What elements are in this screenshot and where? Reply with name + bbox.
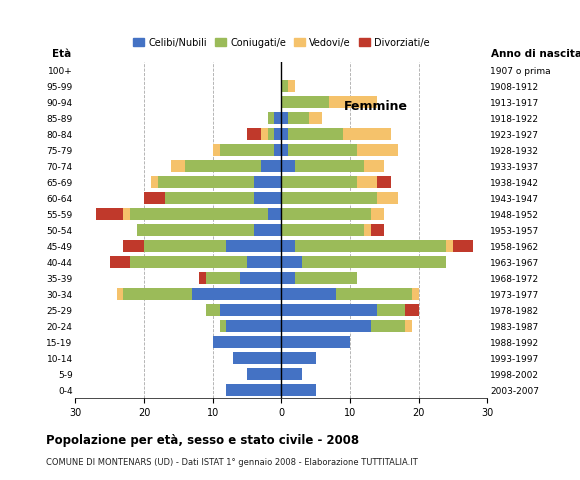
Bar bbox=[117, 288, 124, 300]
Bar bbox=[281, 272, 295, 284]
Bar bbox=[130, 208, 267, 220]
Bar bbox=[124, 288, 192, 300]
Bar bbox=[453, 240, 473, 252]
Bar bbox=[281, 352, 316, 364]
Bar bbox=[137, 224, 254, 236]
Bar bbox=[240, 272, 281, 284]
Text: Popolazione per età, sesso e stato civile - 2008: Popolazione per età, sesso e stato civil… bbox=[46, 434, 360, 447]
Bar bbox=[329, 96, 378, 108]
Bar bbox=[247, 256, 281, 268]
Bar bbox=[254, 176, 281, 188]
Bar bbox=[281, 144, 288, 156]
Bar bbox=[254, 224, 281, 236]
Bar bbox=[226, 240, 281, 252]
Bar bbox=[247, 128, 260, 140]
Bar bbox=[288, 80, 295, 92]
Bar bbox=[295, 160, 364, 172]
Bar bbox=[405, 321, 412, 332]
Legend: Celibi/Nubili, Coniugati/e, Vedovi/e, Divorziati/e: Celibi/Nubili, Coniugati/e, Vedovi/e, Di… bbox=[129, 34, 434, 51]
Bar bbox=[144, 240, 226, 252]
Bar bbox=[281, 80, 288, 92]
Bar bbox=[281, 369, 302, 380]
Bar bbox=[267, 128, 274, 140]
Bar bbox=[274, 144, 281, 156]
Bar bbox=[274, 112, 281, 124]
Bar bbox=[260, 128, 267, 140]
Bar bbox=[281, 336, 350, 348]
Bar bbox=[226, 384, 281, 396]
Bar bbox=[213, 144, 219, 156]
Bar bbox=[213, 336, 281, 348]
Bar bbox=[295, 272, 357, 284]
Bar bbox=[158, 176, 254, 188]
Bar bbox=[96, 208, 124, 220]
Text: Età: Età bbox=[52, 49, 71, 59]
Bar bbox=[357, 144, 398, 156]
Bar bbox=[371, 321, 405, 332]
Bar bbox=[172, 160, 185, 172]
Bar bbox=[199, 272, 206, 284]
Bar bbox=[281, 96, 329, 108]
Bar bbox=[254, 192, 281, 204]
Bar bbox=[281, 288, 336, 300]
Bar bbox=[281, 208, 371, 220]
Bar bbox=[219, 304, 281, 316]
Bar bbox=[281, 384, 316, 396]
Bar bbox=[446, 240, 453, 252]
Text: Anno di nascita: Anno di nascita bbox=[491, 49, 580, 59]
Bar bbox=[267, 112, 274, 124]
Bar bbox=[357, 176, 378, 188]
Bar bbox=[412, 288, 419, 300]
Bar bbox=[288, 112, 309, 124]
Bar bbox=[281, 256, 302, 268]
Text: COMUNE DI MONTENARS (UD) - Dati ISTAT 1° gennaio 2008 - Elaborazione TUTTITALIA.: COMUNE DI MONTENARS (UD) - Dati ISTAT 1°… bbox=[46, 458, 418, 468]
Bar bbox=[336, 288, 412, 300]
Bar bbox=[206, 272, 240, 284]
Bar bbox=[165, 192, 254, 204]
Bar bbox=[110, 256, 130, 268]
Bar bbox=[378, 304, 405, 316]
Bar bbox=[378, 176, 391, 188]
Bar bbox=[288, 128, 343, 140]
Bar bbox=[144, 192, 165, 204]
Bar bbox=[281, 192, 378, 204]
Bar bbox=[405, 304, 419, 316]
Bar bbox=[281, 112, 288, 124]
Bar bbox=[281, 304, 378, 316]
Bar bbox=[274, 128, 281, 140]
Bar bbox=[281, 321, 371, 332]
Bar bbox=[233, 352, 281, 364]
Bar bbox=[343, 128, 391, 140]
Bar bbox=[219, 144, 274, 156]
Bar bbox=[130, 256, 247, 268]
Bar bbox=[185, 160, 260, 172]
Bar bbox=[281, 176, 357, 188]
Bar bbox=[302, 256, 446, 268]
Bar bbox=[281, 240, 295, 252]
Bar bbox=[364, 224, 371, 236]
Bar bbox=[206, 304, 219, 316]
Bar bbox=[192, 288, 281, 300]
Bar bbox=[267, 208, 281, 220]
Bar bbox=[226, 321, 281, 332]
Bar bbox=[151, 176, 158, 188]
Bar bbox=[124, 240, 144, 252]
Bar bbox=[219, 321, 226, 332]
Bar bbox=[295, 240, 446, 252]
Bar bbox=[260, 160, 281, 172]
Bar bbox=[124, 208, 130, 220]
Bar bbox=[281, 160, 295, 172]
Bar bbox=[309, 112, 322, 124]
Bar bbox=[364, 160, 384, 172]
Bar bbox=[247, 369, 281, 380]
Bar bbox=[281, 128, 288, 140]
Bar bbox=[371, 208, 384, 220]
Text: Femmine: Femmine bbox=[344, 99, 408, 113]
Bar bbox=[281, 224, 364, 236]
Bar bbox=[288, 144, 357, 156]
Bar bbox=[378, 192, 398, 204]
Bar bbox=[371, 224, 384, 236]
